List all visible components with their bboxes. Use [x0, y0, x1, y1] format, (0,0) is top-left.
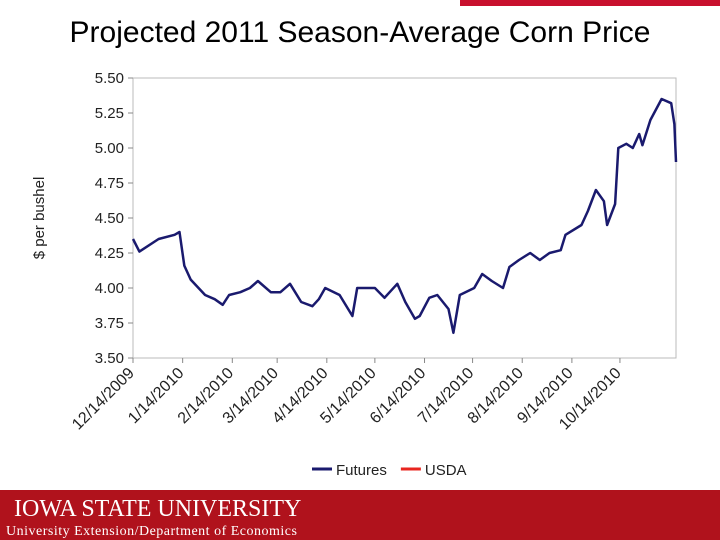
top-bar: [460, 0, 720, 6]
legend-label: Futures: [336, 462, 387, 479]
y-tick-label: 3.50: [95, 350, 124, 367]
y-axis-label: $ per bushel: [31, 177, 48, 260]
y-tick-label: 4.50: [95, 210, 124, 227]
y-tick-label: 5.50: [95, 70, 124, 87]
department: University Extension/Department of Econo…: [6, 524, 297, 539]
chart-title: Projected 2011 Season-Average Corn Price: [70, 16, 651, 49]
y-tick-label: 5.00: [95, 140, 124, 157]
y-tick-label: 3.75: [95, 315, 124, 332]
plot-area: [132, 77, 677, 359]
x-tick-label: 12/14/2009: [69, 365, 138, 434]
y-tick-label: 4.75: [95, 175, 124, 192]
y-tick-label: 4.00: [95, 280, 124, 297]
y-tick-label: 5.25: [95, 105, 124, 122]
legend-label: USDA: [425, 462, 467, 479]
footer-band: [0, 490, 720, 540]
series-line: [131, 97, 678, 335]
university-name: IOWA STATE UNIVERSITY: [14, 496, 301, 522]
y-tick-label: 4.25: [95, 245, 124, 262]
